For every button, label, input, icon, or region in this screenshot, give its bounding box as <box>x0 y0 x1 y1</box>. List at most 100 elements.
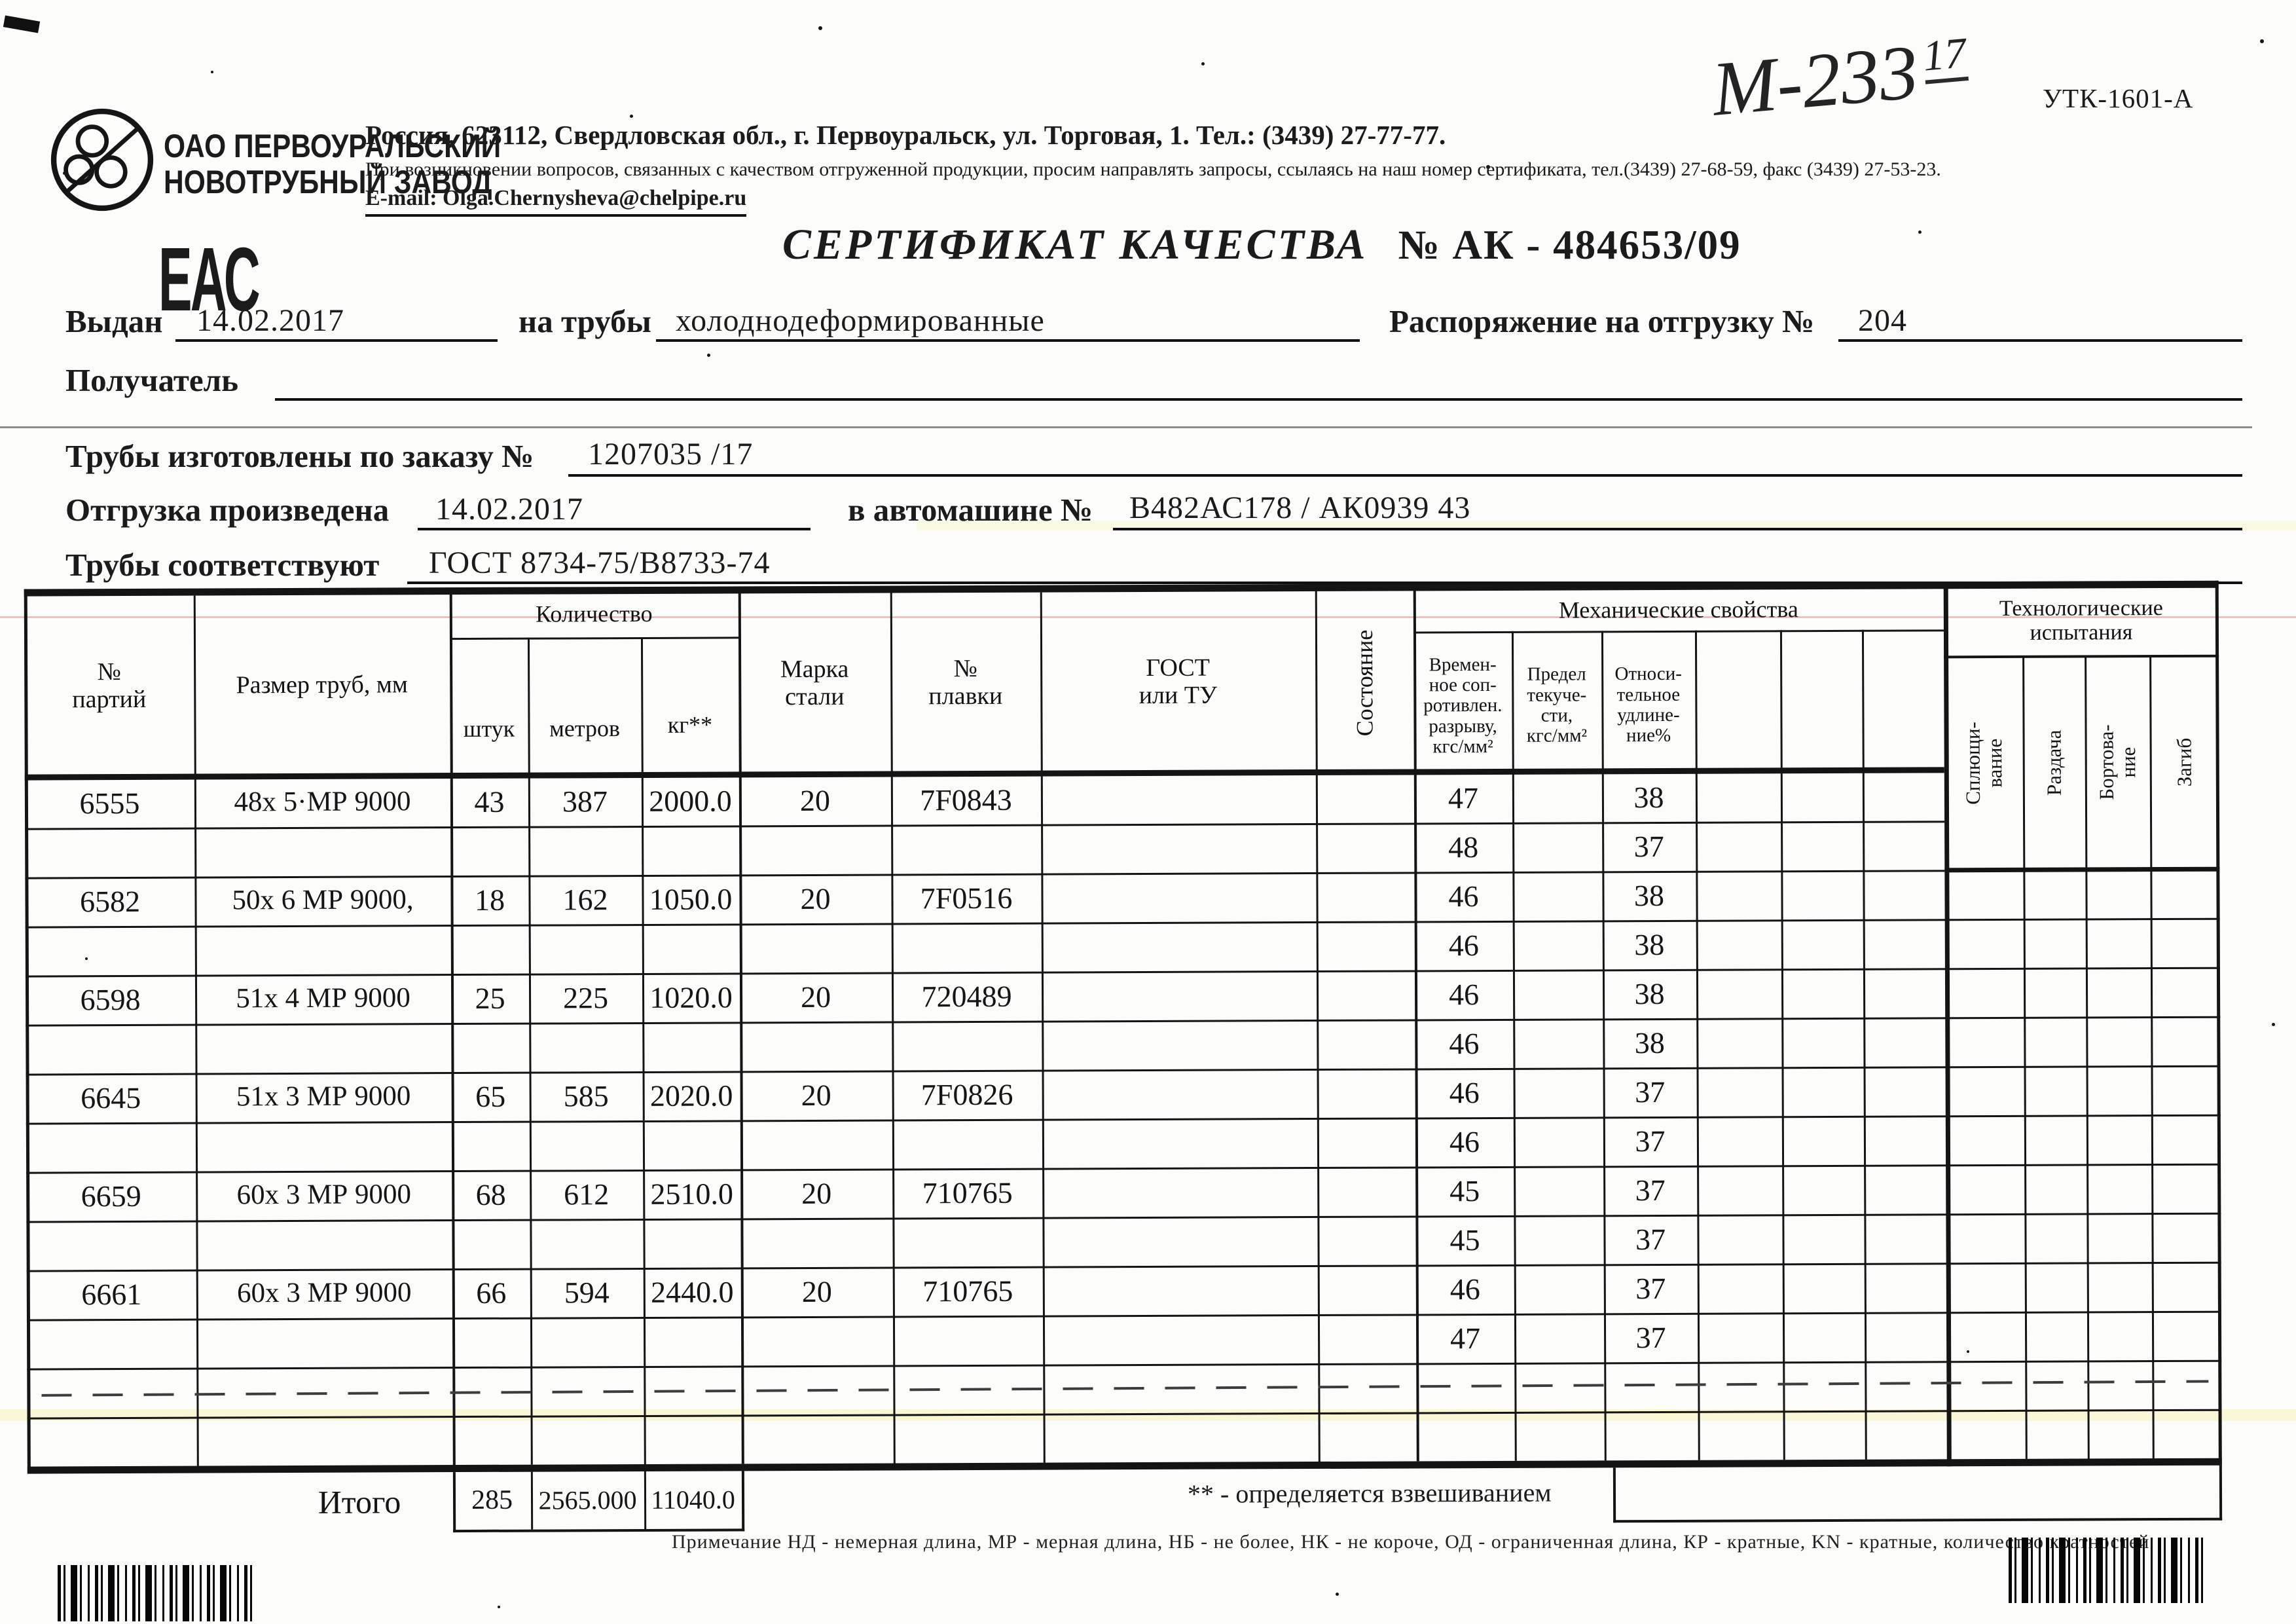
underline <box>418 528 811 530</box>
made-by-order-value: 1207035 /17 <box>588 437 754 471</box>
cell-tensile: 46 <box>1449 1075 1480 1109</box>
issued-date: 14.02.2017 <box>196 303 344 338</box>
scan-dot <box>2272 1023 2275 1026</box>
header-mech-tensile: Времен- ное соп- ротивлен. разрыву, кгс/… <box>1423 654 1503 758</box>
title-main: СЕРТИФИКАТ КАЧЕСТВА <box>782 221 1368 268</box>
shipment-date: 14.02.2017 <box>435 492 583 526</box>
scan-dot <box>2260 39 2264 43</box>
header-tech-group: Технологические испытания <box>1999 596 2163 645</box>
pipes-label: на трубы <box>519 303 651 339</box>
header-tech-flange-text: Бортова- ние <box>2094 724 2140 801</box>
cell-batch: 6645 <box>81 1080 141 1115</box>
company-name: ОАО ПЕРВОУРАЛЬСКИЙ НОВОТРУБНЫЙ ЗАВОД <box>164 128 501 200</box>
cell-size: 60х 3 МР 9000 <box>237 1277 412 1309</box>
cell-elong: 37 <box>1633 829 1664 863</box>
stamp-box-bottom <box>1613 1517 2223 1523</box>
cell-steel: 20 <box>800 980 831 1014</box>
cell-tensile: 47 <box>1448 781 1479 815</box>
cell-melt: 710765 <box>922 1175 1013 1209</box>
header-mech-yield: Предел текуче- сти, кгс/мм² <box>1526 663 1588 747</box>
cell-melt: 710765 <box>922 1274 1013 1308</box>
cell-tensile: 46 <box>1448 928 1479 962</box>
cell-size: 60х 3 МР 9000 <box>236 1179 412 1211</box>
tech-group-underline <box>1944 654 2219 659</box>
cell-tensile: 46 <box>1449 1026 1480 1060</box>
cell-elong: 38 <box>1634 976 1665 1010</box>
dispatch-order-label: Распоряжение на отгрузку № <box>1389 303 1815 339</box>
header-tech-bend-text: Загиб <box>2172 737 2196 787</box>
header-qty-group: Количество <box>536 600 653 627</box>
scan-dot <box>85 957 88 960</box>
scan-dot <box>1336 1593 1339 1596</box>
cell-kg: 2440.0 <box>650 1275 734 1309</box>
scan-dot <box>1918 231 1922 234</box>
header-tech-bend: Загиб <box>2149 659 2219 866</box>
conform-value: ГОСТ 8734-75/В8733-74 <box>429 545 771 580</box>
cell-meters: 225 <box>562 980 609 1015</box>
col-line <box>1861 629 1867 1460</box>
cell-pcs: 25 <box>475 981 505 1015</box>
totals-label: Итого <box>318 1483 401 1521</box>
header-state-text: Состояние <box>1351 629 1378 737</box>
shipment-label: Отгрузка произведена <box>65 492 390 528</box>
scan-dot <box>498 1606 500 1608</box>
cell-elong: 37 <box>1635 1124 1666 1158</box>
eac-mark: ЕАС <box>158 229 261 330</box>
header-mech-group: Механические свойства <box>1558 595 1798 623</box>
form-code: УТК-1601-А <box>2043 83 2194 113</box>
row-line <box>27 1359 2222 1371</box>
issued-label: Выдан <box>65 303 163 339</box>
cell-tensile: 46 <box>1449 1124 1480 1158</box>
underline <box>656 339 1360 342</box>
weighing-footnote: ** - определяется взвешиванием <box>1187 1477 1552 1509</box>
header-tech-expand-text: Раздача <box>2042 729 2066 796</box>
table-bottom-border <box>27 1458 2222 1474</box>
cell-melt: 7F0516 <box>920 881 1013 915</box>
scan-dot <box>1967 1350 1969 1353</box>
header-tech-flatten: Сплющи- вание <box>1944 659 2023 866</box>
receiver-label: Получатель <box>65 362 239 398</box>
cell-tensile: 47 <box>1449 1321 1481 1355</box>
underline <box>1113 528 2242 530</box>
cell-steel: 20 <box>801 1274 832 1308</box>
stamp-box-line <box>2219 1465 2223 1521</box>
totals-meters: 2565.000 <box>538 1485 637 1515</box>
cell-batch: 6659 <box>81 1179 141 1213</box>
cell-tensile: 46 <box>1448 977 1480 1011</box>
cell-elong: 37 <box>1635 1271 1666 1305</box>
underline <box>568 474 2242 477</box>
cell-kg: 1020.0 <box>649 980 733 1014</box>
header-tech-flange: Бортова- ние <box>2085 659 2150 866</box>
cell-size: 48х 5·МР 9000 <box>234 786 411 818</box>
cell-steel: 20 <box>799 783 831 817</box>
cell-melt: 7F0826 <box>920 1077 1013 1111</box>
cell-batch: 6598 <box>80 982 141 1016</box>
cell-batch: 6661 <box>81 1277 142 1311</box>
cell-meters: 387 <box>562 784 608 819</box>
cell-tensile: 45 <box>1449 1223 1480 1257</box>
quality-contact-note: При возникновении вопросов, связанных с … <box>365 158 1941 180</box>
header-tech-flatten-text: Сплющи- вание <box>1961 721 2006 805</box>
cell-elong: 38 <box>1633 878 1665 912</box>
header-steel: Марка стали <box>780 655 849 710</box>
cell-elong: 37 <box>1635 1173 1666 1207</box>
cell-size: 50х 6 МР 9000, <box>232 884 414 916</box>
qty-group-underline <box>449 637 738 640</box>
cell-elong: 37 <box>1635 1075 1666 1109</box>
header-qty-pcs: штук <box>463 715 515 742</box>
cell-pcs: 68 <box>475 1177 506 1211</box>
cell-steel: 20 <box>801 1176 832 1210</box>
cell-steel: 20 <box>801 1078 831 1112</box>
cell-elong: 37 <box>1635 1320 1666 1354</box>
cell-kg: 2020.0 <box>649 1079 733 1113</box>
cell-elong: 38 <box>1634 1025 1665 1060</box>
cell-elong: 37 <box>1635 1222 1666 1256</box>
dispatch-order-value: 204 <box>1858 303 1907 338</box>
header-state: Состояние <box>1315 600 1414 766</box>
cell-pcs: 18 <box>474 883 505 917</box>
company-logo-icon <box>50 108 154 212</box>
underline <box>275 398 2242 401</box>
cell-tensile: 46 <box>1449 1272 1480 1306</box>
header-gost: ГОСТ или ТУ <box>1139 654 1218 709</box>
